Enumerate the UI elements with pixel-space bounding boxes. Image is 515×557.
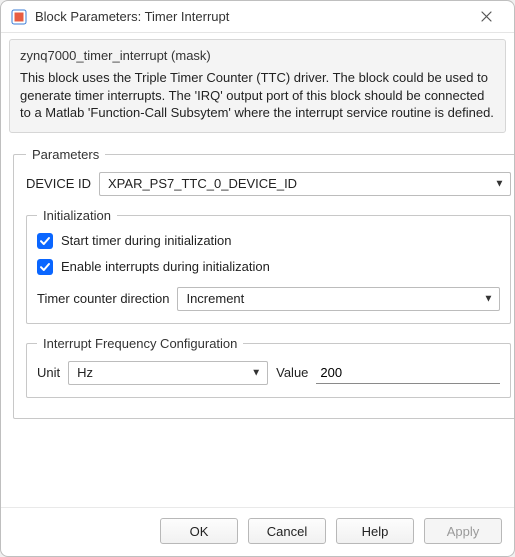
apply-label: Apply [447, 524, 480, 539]
start-timer-label: Start timer during initialization [61, 233, 232, 248]
device-id-label: DEVICE ID [26, 176, 91, 191]
initialization-legend: Initialization [37, 208, 117, 223]
cancel-button[interactable]: Cancel [248, 518, 326, 544]
mask-name: zynq7000_timer_interrupt (mask) [20, 48, 495, 63]
close-icon [481, 11, 492, 22]
chevron-down-icon: ▼ [251, 367, 261, 378]
unit-value: Hz [77, 365, 93, 380]
parameters-group: Parameters DEVICE ID XPAR_PS7_TTC_0_DEVI… [13, 147, 514, 419]
counter-dir-select[interactable]: Increment ▼ [177, 287, 500, 311]
initialization-group: Initialization Start timer during initia… [26, 208, 511, 324]
parameters-legend: Parameters [26, 147, 105, 162]
irq-freq-row: Unit Hz ▼ Value [37, 361, 500, 385]
button-bar: OK Cancel Help Apply [1, 507, 514, 556]
value-label: Value [276, 365, 308, 380]
check-icon [39, 235, 51, 247]
chevron-down-icon: ▼ [495, 178, 505, 189]
enable-irq-checkbox[interactable] [37, 259, 53, 275]
irq-freq-group: Interrupt Frequency Configuration Unit H… [26, 336, 511, 398]
titlebar: Block Parameters: Timer Interrupt [1, 1, 514, 33]
start-timer-row: Start timer during initialization [37, 233, 500, 249]
dialog-window: Block Parameters: Timer Interrupt zynq70… [0, 0, 515, 557]
cancel-label: Cancel [267, 524, 307, 539]
apply-button[interactable]: Apply [424, 518, 502, 544]
unit-select[interactable]: Hz ▼ [68, 361, 268, 385]
start-timer-checkbox[interactable] [37, 233, 53, 249]
irq-freq-legend: Interrupt Frequency Configuration [37, 336, 243, 351]
device-id-row: DEVICE ID XPAR_PS7_TTC_0_DEVICE_ID ▼ [26, 172, 511, 196]
ok-button[interactable]: OK [160, 518, 238, 544]
window-title: Block Parameters: Timer Interrupt [35, 9, 466, 24]
counter-dir-value: Increment [186, 291, 244, 306]
mask-description: This block uses the Triple Timer Counter… [20, 69, 495, 122]
ok-label: OK [190, 524, 209, 539]
help-button[interactable]: Help [336, 518, 414, 544]
help-label: Help [362, 524, 389, 539]
device-id-select[interactable]: XPAR_PS7_TTC_0_DEVICE_ID ▼ [99, 172, 511, 196]
device-id-value: XPAR_PS7_TTC_0_DEVICE_ID [108, 176, 297, 191]
spacer [1, 423, 514, 507]
unit-label: Unit [37, 365, 60, 380]
value-input[interactable] [316, 362, 500, 384]
mask-description-box: zynq7000_timer_interrupt (mask) This blo… [9, 39, 506, 133]
close-button[interactable] [466, 3, 506, 31]
counter-dir-label: Timer counter direction [37, 291, 169, 306]
chevron-down-icon: ▼ [484, 293, 494, 304]
simulink-block-icon [11, 9, 27, 25]
enable-irq-row: Enable interrupts during initialization [37, 259, 500, 275]
enable-irq-label: Enable interrupts during initialization [61, 259, 270, 274]
counter-dir-row: Timer counter direction Increment ▼ [37, 287, 500, 311]
check-icon [39, 261, 51, 273]
dialog-content: zynq7000_timer_interrupt (mask) This blo… [1, 33, 514, 556]
